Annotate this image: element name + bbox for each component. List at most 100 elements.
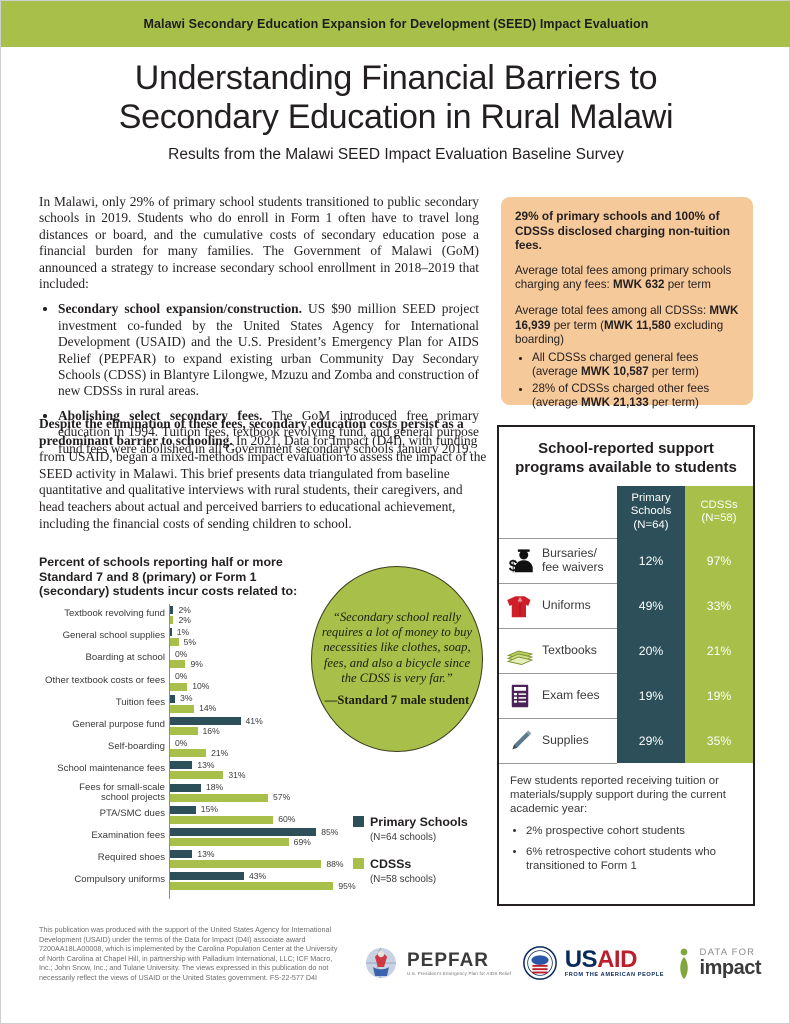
chart-bar-value: 69% <box>293 836 311 847</box>
header-cdss-line1: CDSSs <box>700 498 738 511</box>
chart-bar-cdss <box>170 815 274 824</box>
support-row-primary-value: 20% <box>617 628 685 674</box>
header-banner: Malawi Secondary Education Expansion for… <box>1 1 790 47</box>
chart-bar-primary <box>170 761 193 770</box>
legend-swatch-primary-icon <box>353 816 364 827</box>
chart-category-label: Fees for small-scale school projects <box>79 781 165 804</box>
callout-p2-e: excluding boarding) <box>515 318 724 347</box>
chart-bar-primary <box>170 850 193 859</box>
callout-p2-a: Average total fees among all CDSSs: <box>515 303 710 317</box>
callout-bullet-c: per term) <box>648 395 699 409</box>
chart-bar-value: 0% <box>175 671 188 682</box>
support-table-header-primary: Primary Schools (N=64) <box>617 486 685 539</box>
support-row-primary-value: 12% <box>617 538 685 584</box>
callout-bullet-item: All CDSSs charged general fees (average … <box>532 351 739 380</box>
intro-bullet-text: The GoM introduced free primary educatio… <box>58 407 480 456</box>
callout-bullet-item: 28% of CDSSs charged other fees (average… <box>532 382 739 411</box>
support-row-label-cell: Supplies <box>499 717 617 764</box>
pepfar-logo: PEPFAR U.S. President’s Emergency Plan f… <box>361 943 511 983</box>
uniform-icon <box>507 595 531 617</box>
support-table-corner-cell <box>499 486 617 539</box>
callout-p1-value: MWK 632 <box>612 278 665 292</box>
intro-bullet-text: US $90 million SEED project investment c… <box>58 301 479 399</box>
chart-bar-primary <box>170 783 201 792</box>
header-primary-line2: Schools <box>630 505 672 518</box>
intro-paragraph: In Malawi, only 29% of primary school st… <box>39 194 479 292</box>
d4i-leaf-icon <box>679 948 688 979</box>
header-primary-line1: Primary <box>631 492 671 504</box>
chart-bar-primary <box>170 717 241 725</box>
chart-bar-cdss <box>170 704 195 713</box>
footer-disclaimer: This publication was produced with the s… <box>39 925 338 982</box>
chart-bar-cdss <box>170 838 289 846</box>
support-footer-bullet: 6% retrospective cohort students who tra… <box>526 845 742 873</box>
support-footer-text: Few students reported receiving tuition … <box>510 774 726 816</box>
chart-bar-value: 14% <box>199 703 217 714</box>
title-block: Understanding Financial Barriers to Seco… <box>1 59 790 164</box>
page-title-line2: Secondary Education in Rural Malawi <box>118 98 674 136</box>
chart-bar-value: 95% <box>338 880 356 891</box>
usaid-aid: AID <box>597 946 637 973</box>
bursary-icon: $ <box>509 549 533 574</box>
chart-bar-value: 88% <box>326 858 344 869</box>
legend-sublabel-primary: (N=64 schools) <box>370 832 437 843</box>
body-paragraph-2: Despite the elimination of these fees, s… <box>39 416 487 532</box>
chart-bar-value: 16% <box>202 725 220 736</box>
support-footer-bullet: 2% prospective cohort students <box>526 824 742 838</box>
callout-p2-c: per term ( <box>550 318 604 332</box>
legend-item-cdss: CDSSs (N=58 schools) <box>353 855 493 885</box>
legend-label-primary: Primary Schools <box>370 815 468 829</box>
legend-sublabel-cdss: (N=58 schools) <box>370 874 437 885</box>
chart-bar-cdss <box>170 727 198 735</box>
support-row-label: Exam fees <box>542 687 600 702</box>
chart-category-label: Boarding at school <box>85 652 165 664</box>
pepfar-tagline: U.S. President’s Emergency Plan for AIDS… <box>407 970 512 976</box>
intro-bullet-item: Abolishing select secondary fees. The Go… <box>58 408 479 457</box>
support-row-cdss-value: 35% <box>685 718 753 764</box>
svg-text:$: $ <box>509 557 518 574</box>
chart-bar-cdss <box>170 638 179 647</box>
support-table-header-cdss: CDSSs (N=58) <box>685 486 753 539</box>
chart-bar-value: 2% <box>178 614 191 625</box>
callout-bullet-list: All CDSSs charged general fees (average … <box>515 351 739 411</box>
pepfar-wordmark: PEPFAR <box>407 949 490 971</box>
data-for-impact-logo: DATA FOR impact <box>674 943 762 983</box>
support-row-cdss-value: 97% <box>685 538 753 584</box>
d4i-bottom-text: impact <box>699 957 762 979</box>
chart-category-label: Tuition fees <box>115 696 165 708</box>
chart-bar-value: 5% <box>183 636 197 647</box>
chart-bar-value: 1% <box>176 626 190 637</box>
chart-bar-value: 10% <box>192 681 210 692</box>
banner-suffix: Impact Evaluation <box>536 17 649 31</box>
support-table: Primary Schools (N=64) CDSSs (N=58) <box>499 486 753 764</box>
chart-category-label: School maintenance fees <box>57 763 165 775</box>
usaid-tagline: FROM THE AMERICAN PEOPLE <box>564 972 665 978</box>
table-row: Supplies 29% 35% <box>499 717 753 764</box>
chart-bar-cdss <box>170 749 207 758</box>
chart-bar-cdss <box>170 860 322 869</box>
barriers-bar-chart: Textbook revolving fund 2% 2% General schoo… <box>39 604 356 899</box>
callout-bullet-value: MWK 21,133 <box>580 395 649 409</box>
chart-bar-value: 0% <box>175 648 188 659</box>
chart-category-label: Other textbook costs or fees <box>45 674 165 686</box>
chart-bar-primary <box>170 872 244 881</box>
chart-category-label: General school supplies <box>62 630 165 642</box>
intro-bullet-list: Secondary school expansion/construction.… <box>39 301 479 457</box>
legend-swatch-cdss-icon <box>353 858 364 869</box>
chart-bar-primary <box>170 828 317 836</box>
chart-bar-primary <box>170 606 174 614</box>
chart-category-label: PTA/SMC dues <box>99 807 165 819</box>
table-row: Exam fees 19% 19% <box>499 672 753 719</box>
chart-category-label: Compulsory uniforms <box>74 874 165 886</box>
support-programs-panel: School-reported support programs availab… <box>497 425 755 906</box>
support-row-label-cell: Exam fees <box>499 672 617 719</box>
callout-headline: 29% of primary schools and 100% of CDSSs… <box>515 209 730 253</box>
chart-axis-line <box>169 604 171 899</box>
body-paragraph-2-rest: In 2021, Data for Impact (D4I), with fun… <box>39 432 487 531</box>
quote-attribution: —Standard 7 male student <box>324 692 470 707</box>
usaid-seal-icon <box>522 946 557 980</box>
chart-category-label: Self-boarding <box>107 741 165 753</box>
pencil-icon <box>512 730 532 749</box>
chart-bar-primary <box>170 805 196 814</box>
legend-label-cdss: CDSSs <box>370 857 412 871</box>
